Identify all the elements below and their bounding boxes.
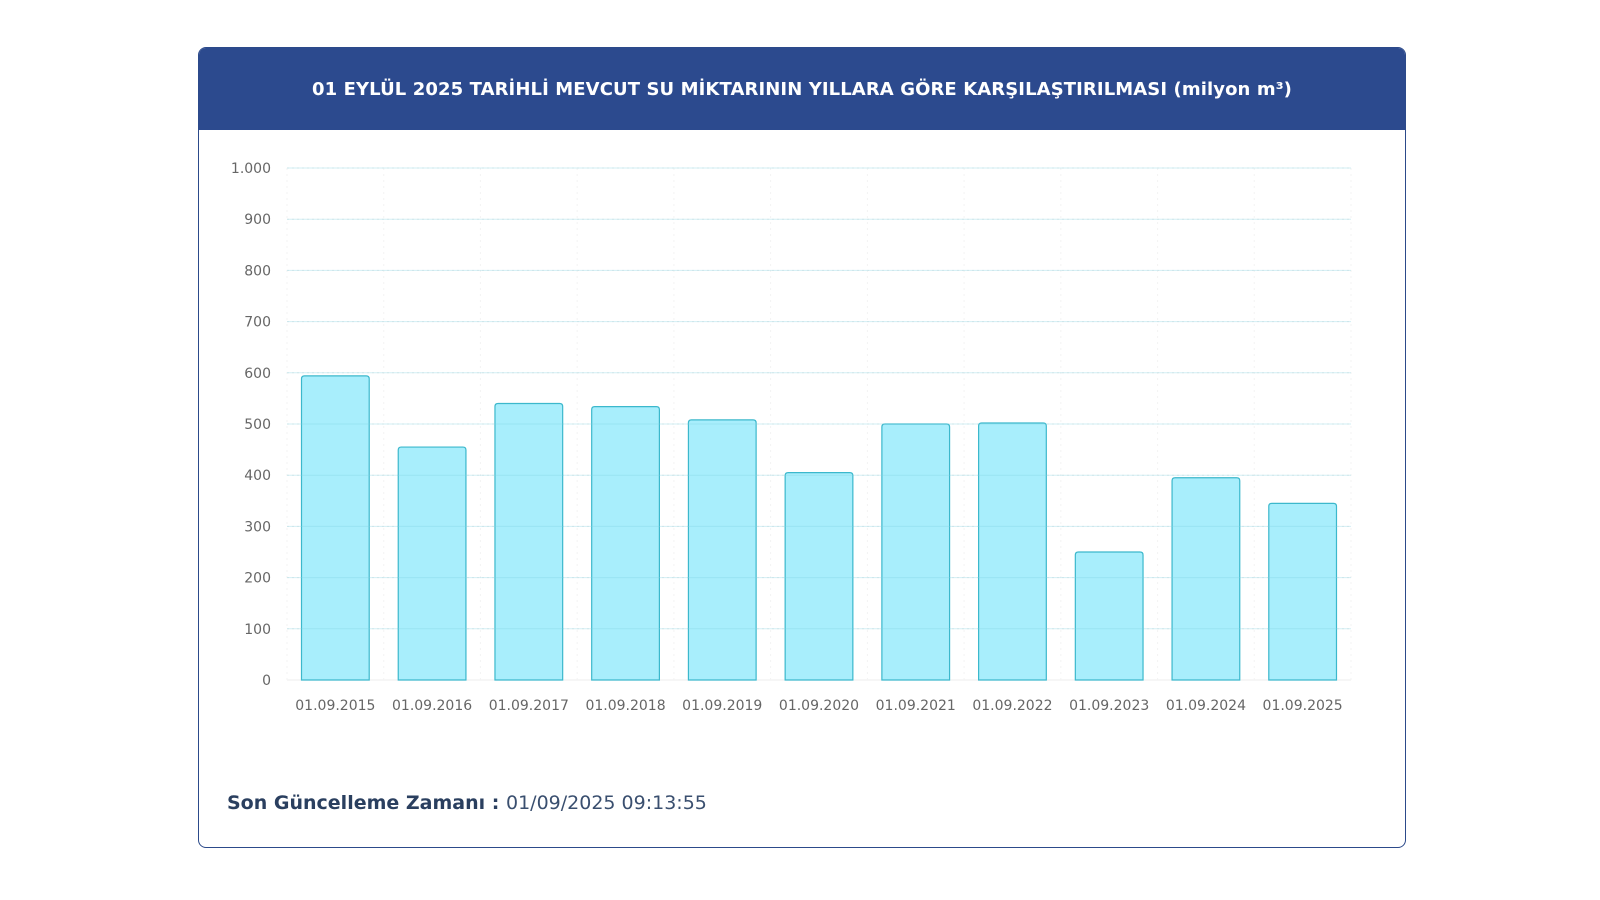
- x-tick-label: 01.09.2021: [876, 698, 956, 714]
- y-tick-label: 100: [244, 622, 271, 638]
- last-update-value: 01/09/2025 09:13:55: [505, 792, 707, 814]
- y-tick-label: 300: [244, 519, 271, 535]
- bar-01.09.2019[interactable]: [687, 419, 757, 681]
- bar-01.09.2025[interactable]: [1268, 502, 1338, 681]
- chart-card: 01 EYLÜL 2025 TARİHLİ MEVCUT SU MİKTARIN…: [198, 47, 1406, 848]
- last-update: Son Güncelleme Zamanı : 01/09/2025 09:13…: [227, 792, 707, 814]
- last-update-label: Son Güncelleme Zamanı: [227, 792, 486, 814]
- y-tick-label: 700: [244, 315, 271, 331]
- card-header: 01 EYLÜL 2025 TARİHLİ MEVCUT SU MİKTARIN…: [199, 48, 1405, 130]
- bar-01.09.2017[interactable]: [494, 402, 564, 681]
- x-tick-label: 01.09.2020: [779, 698, 859, 714]
- y-tick-label: 1.000: [231, 161, 271, 177]
- bar-01.09.2022[interactable]: [978, 422, 1047, 681]
- bar-01.09.2015[interactable]: [300, 375, 370, 681]
- y-tick-label: 500: [244, 417, 271, 433]
- bar-01.09.2023[interactable]: [1074, 551, 1144, 681]
- x-tick-label: 01.09.2017: [489, 698, 569, 714]
- x-axis-ticks: 01.09.2015 01.09.2016 01.09.2017 01.09.2018…: [295, 698, 1342, 714]
- x-tick-label: 01.09.2022: [972, 698, 1052, 714]
- x-tick-label: 01.09.2023: [1069, 698, 1149, 714]
- y-tick-label: 900: [244, 212, 271, 228]
- bar-01.09.2016[interactable]: [397, 446, 467, 681]
- y-tick-label: 400: [244, 468, 271, 484]
- y-axis-ticks: 0 100 200 300 400 500 600 700 800 900 1.000: [231, 161, 271, 689]
- y-tick-label: 0: [262, 673, 271, 689]
- bar-01.09.2020[interactable]: [784, 472, 854, 681]
- x-tick-label: 01.09.2018: [585, 698, 665, 714]
- x-tick-label: 01.09.2025: [1263, 698, 1343, 714]
- chart-area: 0 100 200 300 400 500 600 700 800 900 1.000 01.09.…: [199, 130, 1405, 750]
- bars: [287, 167, 1351, 681]
- bar-chart: 0 100 200 300 400 500 600 700 800 900 1.000 01.09.…: [231, 161, 1352, 714]
- y-tick-label: 600: [244, 366, 271, 382]
- chart-title: 01 EYLÜL 2025 TARİHLİ MEVCUT SU MİKTARIN…: [312, 78, 1292, 100]
- x-tick-label: 01.09.2024: [1166, 698, 1246, 714]
- x-tick-label: 01.09.2015: [295, 698, 375, 714]
- y-tick-label: 800: [244, 263, 271, 279]
- bar-01.09.2024[interactable]: [1171, 477, 1241, 681]
- y-tick-label: 200: [244, 571, 271, 587]
- bar-01.09.2018[interactable]: [591, 405, 660, 681]
- x-tick-label: 01.09.2016: [392, 698, 472, 714]
- bar-01.09.2021[interactable]: [881, 423, 951, 681]
- last-update-separator: :: [485, 792, 506, 814]
- x-tick-label: 01.09.2019: [682, 698, 762, 714]
